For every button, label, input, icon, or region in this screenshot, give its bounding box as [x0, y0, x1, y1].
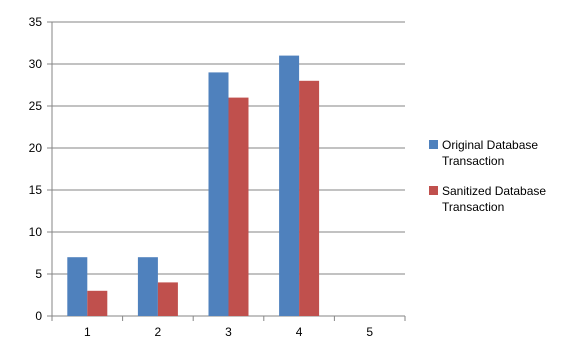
x-tick-label: 3 — [225, 325, 232, 339]
bar-original — [208, 72, 229, 317]
bar-sanitized — [157, 282, 178, 316]
y-tick-label: 20 — [29, 141, 43, 155]
y-tick-label: 25 — [29, 99, 43, 113]
legend-label: Transaction — [442, 200, 504, 214]
legend-label: Sanitized Database — [442, 184, 546, 198]
x-tick-label: 4 — [296, 325, 303, 339]
y-tick-label: 5 — [35, 267, 42, 281]
y-tick-label: 35 — [29, 15, 43, 29]
y-tick-label: 10 — [29, 225, 43, 239]
y-tick-label: 15 — [29, 183, 43, 197]
bar-original — [137, 257, 158, 316]
bar-sanitized — [228, 97, 249, 316]
x-tick-label: 2 — [155, 325, 162, 339]
bar-original — [67, 257, 88, 316]
y-tick-label: 30 — [29, 57, 43, 71]
y-tick-label: 0 — [35, 309, 42, 323]
legend-label: Transaction — [442, 154, 504, 168]
bar-sanitized — [299, 80, 320, 316]
bar-original — [279, 55, 300, 316]
bar-sanitized — [87, 290, 108, 316]
x-tick-label: 5 — [366, 325, 373, 339]
legend-swatch — [429, 140, 438, 149]
x-tick-label: 1 — [84, 325, 91, 339]
legend-label: Original Database — [442, 138, 538, 152]
legend-swatch — [429, 186, 438, 195]
